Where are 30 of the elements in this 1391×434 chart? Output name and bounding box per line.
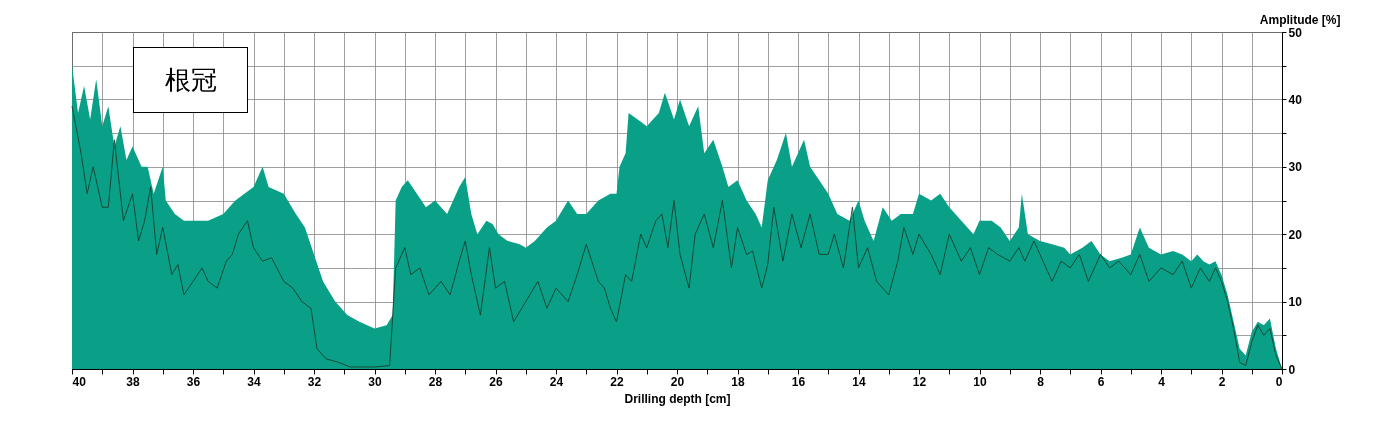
x-tick-label: 0 [1275, 374, 1283, 389]
x-tick-label: 28 [428, 374, 443, 389]
x-tick-label: 30 [368, 374, 382, 389]
x-tick-label: 22 [610, 374, 624, 389]
x-tick-label: 2 [1218, 374, 1226, 389]
x-tick-label: 16 [791, 374, 806, 389]
x-tick-label: 14 [852, 374, 866, 389]
note-box: 根冠 [133, 47, 248, 113]
y-tick-label: 20 [1288, 227, 1303, 242]
x-tick-label: 38 [126, 374, 140, 389]
x-tick-label: 26 [489, 374, 503, 389]
x-tick-label: 18 [731, 374, 745, 389]
x-tick-label: 36 [186, 374, 201, 389]
x-tick-label: 34 [247, 374, 261, 389]
y-tick-label: 30 [1288, 160, 1303, 175]
x-axis-title: Drilling depth [cm] [624, 391, 731, 406]
y-axis-title: Amplitude [%] [1259, 12, 1341, 27]
x-tick-label: 40 [72, 374, 87, 389]
x-tick-label: 10 [973, 374, 987, 389]
x-tick-label: 24 [549, 374, 564, 389]
y-tick-label: 10 [1288, 295, 1303, 310]
x-tick-label: 6 [1097, 374, 1105, 389]
x-tick-label: 4 [1158, 374, 1166, 389]
y-tick-label: 40 [1288, 92, 1303, 107]
y-tick-label: 0 [1288, 362, 1296, 377]
x-tick-label: 32 [307, 374, 322, 389]
x-tick-label: 8 [1037, 374, 1045, 389]
y-tick-label: 50 [1288, 25, 1303, 40]
x-tick-label: 12 [912, 374, 927, 389]
x-tick-label: 20 [670, 374, 685, 389]
